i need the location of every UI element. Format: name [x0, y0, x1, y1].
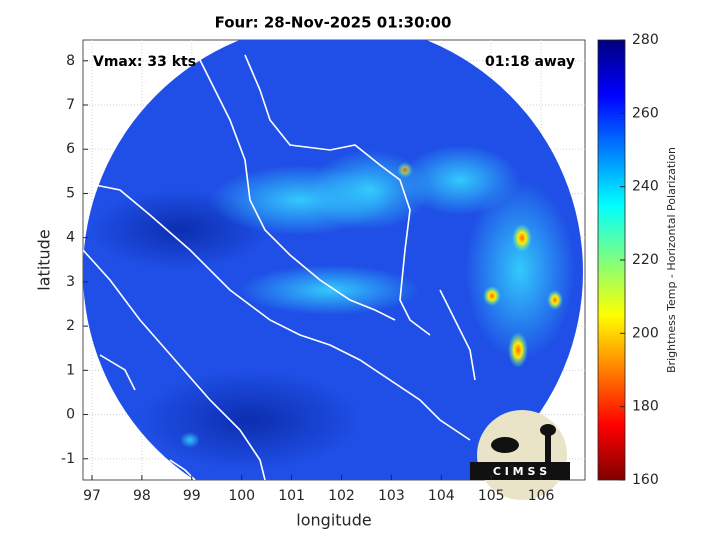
- x-tick-label: 100: [228, 488, 255, 504]
- y-tick-label: 8: [66, 53, 75, 69]
- logo-disc: [477, 410, 567, 500]
- colorbar-tick-label: 200: [632, 325, 659, 341]
- logo-tank: [540, 424, 556, 436]
- y-tick-label: 4: [66, 230, 75, 246]
- x-tick-label: 97: [83, 488, 101, 504]
- coastline: [439, 289, 476, 381]
- colorbar-tick-label: 280: [632, 32, 659, 48]
- swath-texture: [465, 180, 575, 360]
- y-axis-label: latitude: [35, 229, 54, 290]
- swath-texture: [397, 162, 413, 178]
- y-tick-label: 7: [66, 97, 75, 113]
- coastline: [83, 249, 266, 480]
- annotation: Vmax: 33 kts: [93, 54, 196, 70]
- coastline: [94, 184, 471, 441]
- logo-text: C I M S S: [493, 465, 547, 478]
- y-tick-label: 1: [66, 362, 75, 378]
- y-tick-label: 6: [66, 141, 75, 157]
- colorbar-tick-label: 220: [632, 252, 659, 268]
- x-tick-label: 98: [133, 488, 151, 504]
- x-tick-label: 106: [528, 488, 555, 504]
- swath-texture: [140, 370, 360, 470]
- swath-texture: [180, 432, 200, 448]
- x-tick-label: 105: [478, 488, 505, 504]
- swath-texture: [512, 224, 532, 252]
- coastline: [199, 59, 396, 321]
- x-tick-label: 101: [278, 488, 305, 504]
- swath-texture: [547, 290, 563, 310]
- coastline: [244, 54, 431, 336]
- swath-texture: [508, 332, 528, 368]
- logo-dish: [491, 437, 519, 453]
- colorbar-tick-label: 240: [632, 179, 659, 195]
- chart-title: Four: 28-Nov-2025 01:30:00: [215, 14, 452, 32]
- x-tick-label: 102: [328, 488, 355, 504]
- y-tick-label: 0: [66, 407, 75, 423]
- colorbar-label: Brightness Temp - Horizontal Polarizatio…: [665, 147, 678, 373]
- y-tick-label: 5: [66, 185, 75, 201]
- logo: C I M S S: [470, 410, 570, 500]
- x-tick-label: 103: [378, 488, 405, 504]
- swath-texture: [240, 265, 420, 315]
- logo-tower: [545, 430, 551, 462]
- swath-texture: [483, 286, 501, 306]
- x-tick-label: 99: [183, 488, 201, 504]
- x-tick-label: 104: [428, 488, 455, 504]
- colorbar-tick-label: 260: [632, 105, 659, 121]
- colorbar-tick-label: 160: [632, 472, 659, 488]
- coastline: [99, 354, 136, 391]
- y-tick-label: 2: [66, 318, 75, 334]
- logo-band: [470, 462, 570, 480]
- colorbar-tick-label: 180: [632, 399, 659, 415]
- y-tick-label: -1: [61, 451, 75, 467]
- annotation: 01:18 away: [485, 54, 575, 70]
- swath: [83, 40, 583, 480]
- y-tick-label: 3: [66, 274, 75, 290]
- x-axis-label: longitude: [296, 511, 371, 530]
